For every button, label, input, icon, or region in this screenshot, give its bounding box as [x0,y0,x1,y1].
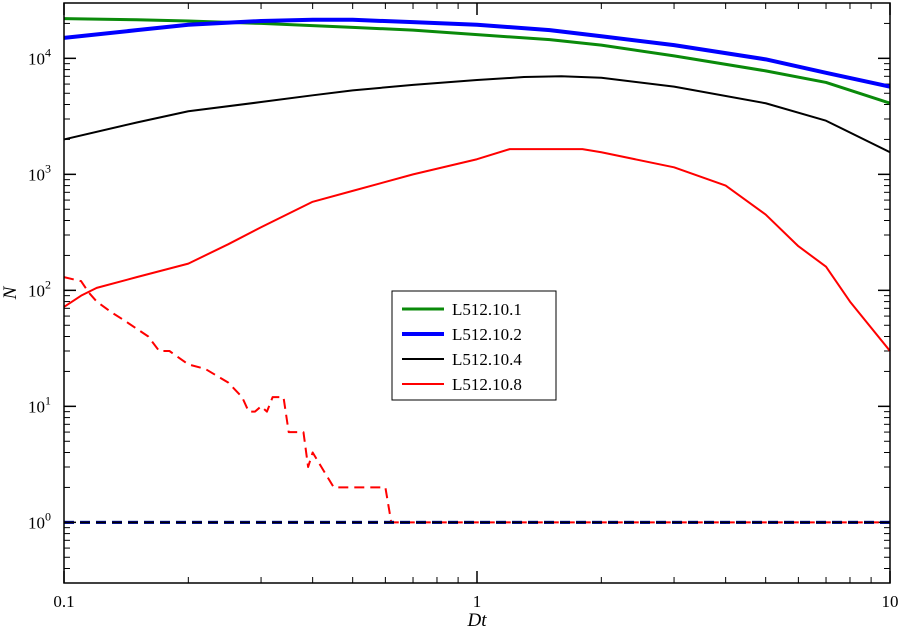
y-tick-label: 103 [28,161,51,184]
y-tick-label: 100 [28,509,51,532]
series-line-L512-10-2 [63,17,891,89]
series-line-L512-10-8 [63,148,891,352]
plot-frame [63,2,891,584]
x-tick-labels: 0.1 1 10 [53,592,898,611]
y-tick-label: 104 [28,45,51,68]
minor-ticks [64,2,890,584]
legend-label: L512.10.1 [452,300,522,319]
y-tick-label: 101 [28,393,51,416]
legend: L512.10.1 L512.10.2 L512.10.4 L512.10.8 [391,290,557,401]
y-axis-label: N [0,285,21,300]
series-line-dashed-4 [63,276,890,524]
x-tick-label: 0.1 [53,592,74,611]
series-line-L512-10-1 [63,17,891,105]
x-tick-label: 10 [882,592,899,611]
x-axis-label: Dt [467,610,488,631]
legend-label: L512.10.2 [452,325,522,344]
series-layer [63,17,891,524]
legend-label: L512.10.8 [452,375,522,394]
x-tick-label: 1 [473,592,482,611]
y-tick-labels: 100 101 102 103 104 [28,45,51,532]
legend-items: L512.10.1 L512.10.2 L512.10.4 L512.10.8 [402,300,522,394]
y-tick-label: 102 [28,277,51,300]
legend-label: L512.10.4 [452,350,522,369]
series-line-L512-10-4 [63,75,891,154]
